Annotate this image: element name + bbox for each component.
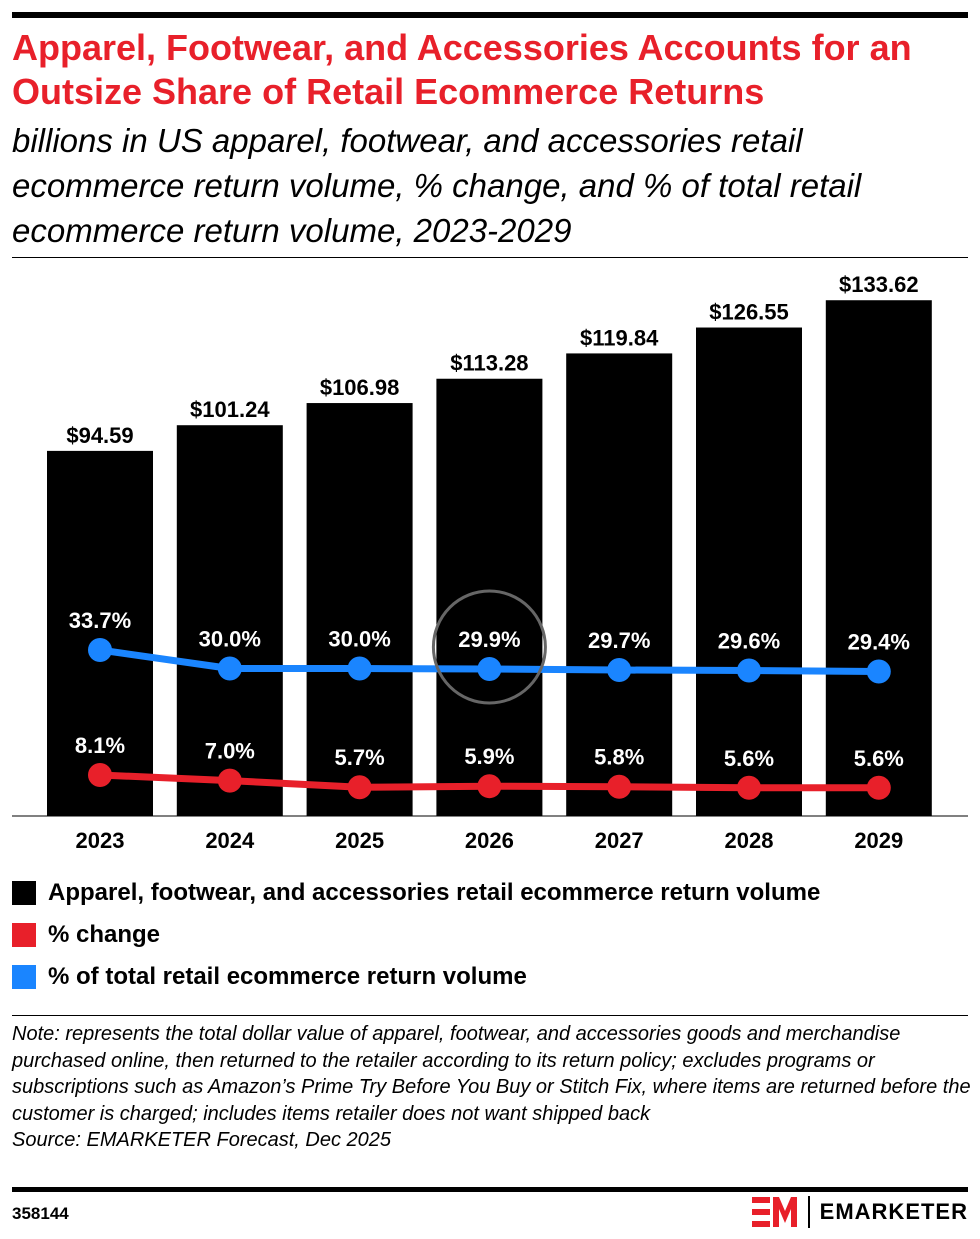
change-label: 5.8%	[594, 745, 644, 770]
combo-chart: $94.59 2023 $101.24 2024 $106.98 2025 $113.28 2…	[12, 272, 968, 853]
note-divider	[12, 1015, 968, 1016]
share-point	[737, 658, 761, 683]
x-tick-label: 2028	[725, 828, 774, 853]
bar	[696, 327, 802, 816]
x-tick-label: 2024	[205, 828, 255, 853]
change-label: 5.6%	[724, 746, 774, 771]
footnote: Note: represents the total dollar value …	[12, 1021, 972, 1154]
change-label: 5.7%	[335, 745, 385, 770]
bar	[47, 450, 153, 816]
share-point	[347, 656, 372, 681]
chart-id: 358144	[12, 1204, 69, 1223]
change-label: 8.1%	[75, 733, 125, 758]
bar-value-label: $106.98	[320, 375, 400, 400]
bar	[825, 300, 932, 816]
change-label: 5.6%	[854, 746, 904, 771]
legend-item-share: % of total retail ecommerce return volum…	[12, 956, 968, 998]
legend-item-change: % change	[12, 914, 968, 956]
bar	[566, 353, 673, 816]
brand-divider	[807, 1196, 810, 1228]
share-label: 29.6%	[718, 629, 780, 654]
legend-label-change: % change	[48, 921, 161, 948]
bar-value-label: $94.59	[66, 423, 133, 448]
share-label: 29.4%	[848, 630, 910, 655]
change-point	[88, 763, 112, 787]
legend: Apparel, footwear, and accessories retai…	[12, 872, 968, 998]
legend-label-volume: Apparel, footwear, and accessories retai…	[48, 879, 821, 906]
emarketer-logo-icon	[751, 1197, 797, 1227]
bars-layer	[12, 300, 968, 817]
legend-item-volume: Apparel, footwear, and accessories retai…	[12, 872, 968, 914]
share-point	[217, 656, 242, 681]
bar-value-label: $101.24	[190, 397, 270, 422]
share-label: 30.0%	[199, 627, 261, 652]
highlight-ring	[431, 589, 547, 705]
brand: EMARKETER	[751, 1196, 968, 1228]
bar	[436, 378, 543, 816]
share-label: 29.7%	[588, 628, 650, 653]
share-point	[607, 658, 632, 682]
labels-layer: $94.59 2023 $101.24 2024 $106.98 2025 $113.28 2…	[66, 272, 918, 853]
change-label: 5.9%	[464, 744, 514, 769]
header-divider	[12, 257, 968, 258]
legend-swatch-volume	[12, 881, 36, 905]
legend-swatch-change	[12, 923, 36, 947]
share-point	[477, 657, 502, 681]
top-rule	[12, 12, 968, 18]
share-point	[88, 638, 112, 662]
bar	[306, 403, 413, 816]
brand-name: EMARKETER	[819, 1199, 968, 1224]
x-tick-label: 2029	[854, 828, 903, 853]
bar-value-label: $119.84	[580, 325, 659, 350]
share-label: 29.9%	[458, 627, 520, 652]
change-point	[866, 775, 891, 800]
note-text: Note: represents the total dollar value …	[12, 1023, 971, 1125]
x-tick-label: 2027	[595, 828, 644, 853]
chart-subtitle: billions in US apparel, footwear, and ac…	[12, 122, 862, 249]
x-tick-label: 2023	[76, 828, 125, 853]
change-point	[607, 774, 632, 799]
change-point	[737, 775, 761, 800]
share-point	[866, 659, 891, 684]
bar-value-label: $133.62	[839, 272, 919, 297]
chart-title: Apparel, Footwear, and Accessories Accou…	[12, 27, 912, 112]
share-label: 33.7%	[69, 608, 131, 633]
change-point	[477, 774, 502, 799]
change-label: 7.0%	[205, 739, 255, 764]
change-point	[347, 775, 372, 800]
x-tick-label: 2025	[335, 828, 384, 853]
bar-value-label: $113.28	[450, 351, 528, 376]
bottom-rule	[12, 1187, 968, 1192]
legend-swatch-share	[12, 965, 36, 989]
x-tick-label: 2026	[465, 828, 514, 853]
share-label: 30.0%	[328, 627, 390, 652]
bar	[176, 425, 283, 816]
legend-label-share: % of total retail ecommerce return volum…	[48, 963, 527, 990]
change-point	[217, 768, 242, 793]
bar-value-label: $126.55	[709, 300, 789, 325]
source-text: Source: EMARKETER Forecast, Dec 2025	[12, 1129, 392, 1151]
lines-layer	[88, 638, 891, 800]
